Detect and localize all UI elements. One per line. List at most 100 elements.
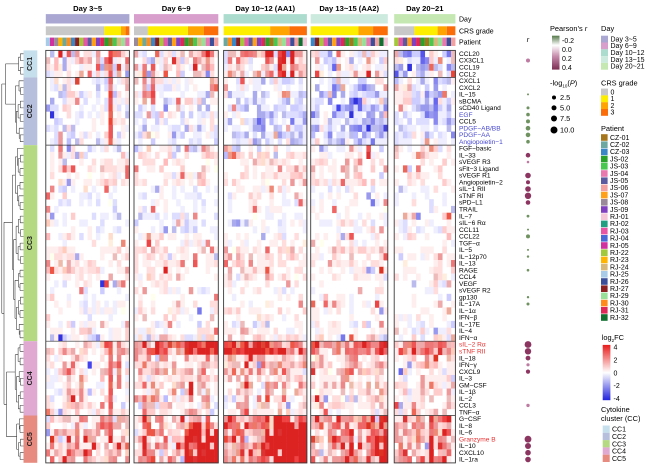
svg-text:sIL−2 Rα: sIL−2 Rα (459, 342, 486, 349)
svg-text:10.0: 10.0 (560, 126, 574, 135)
svg-text:CCL5: CCL5 (459, 119, 476, 126)
svg-text:TNF−α: TNF−α (459, 409, 480, 416)
svg-text:CCL4: CCL4 (459, 274, 476, 281)
svg-text:Pearson’s r: Pearson’s r (550, 24, 588, 33)
svg-text:TGF−α: TGF−α (459, 240, 480, 247)
svg-text:CC2: CC2 (27, 104, 34, 118)
svg-text:2: 2 (614, 357, 618, 364)
svg-text:sPD−L1: sPD−L1 (459, 200, 483, 207)
svg-text:CC5: CC5 (612, 456, 626, 463)
svg-text:IL−3: IL−3 (459, 376, 472, 383)
svg-text:sCD40 Ligand: sCD40 Ligand (459, 105, 501, 112)
svg-text:sTNF RII: sTNF RII (459, 349, 486, 356)
svg-text:RJ-22: RJ-22 (610, 250, 629, 257)
svg-text:RJ-05: RJ-05 (610, 243, 629, 250)
svg-text:IL−15: IL−15 (459, 92, 476, 99)
svg-text:CX3CL1: CX3CL1 (459, 58, 484, 65)
svg-text:RJ-23: RJ-23 (610, 257, 629, 264)
svg-text:CC5: CC5 (27, 432, 34, 446)
svg-text:FGF−basic: FGF−basic (459, 146, 492, 153)
svg-text:VEGF: VEGF (459, 281, 477, 288)
svg-text:Patient: Patient (459, 40, 481, 47)
svg-text:IL−12p70: IL−12p70 (459, 254, 487, 261)
svg-text:1: 1 (611, 96, 615, 103)
svg-text:IL−33: IL−33 (459, 152, 476, 159)
svg-text:IL−1α: IL−1α (459, 308, 476, 315)
svg-text:0: 0 (611, 89, 615, 96)
svg-text:sVEGF R3: sVEGF R3 (459, 159, 491, 166)
svg-text:RJ-30: RJ-30 (610, 300, 629, 307)
svg-text:Angiopoietin−1: Angiopoietin−1 (459, 139, 503, 146)
svg-text:RJ-25: RJ-25 (610, 272, 629, 279)
svg-text:CXCL2: CXCL2 (459, 85, 481, 92)
svg-text:RJ-27: RJ-27 (610, 286, 629, 293)
svg-text:Day 20~21: Day 20~21 (611, 64, 645, 71)
svg-text:sTNF RI: sTNF RI (459, 193, 484, 200)
svg-text:IFN−β: IFN−β (459, 315, 477, 322)
svg-text:-4: -4 (614, 396, 620, 403)
svg-text:-2: -2 (614, 383, 620, 390)
svg-text:JS-07: JS-07 (610, 192, 628, 199)
svg-text:JS-02: JS-02 (610, 156, 628, 163)
svg-text:Day: Day (459, 17, 472, 24)
svg-text:Granzyme B: Granzyme B (459, 436, 496, 443)
svg-text:IL−17A: IL−17A (459, 301, 481, 308)
svg-text:CCL11: CCL11 (459, 227, 479, 234)
svg-text:Day 13~15 (AA2): Day 13~15 (AA2) (319, 4, 379, 13)
svg-text:RJ-24: RJ-24 (610, 264, 629, 271)
svg-text:RJ-29: RJ-29 (610, 293, 629, 300)
svg-text:RJ-01: RJ-01 (610, 214, 629, 221)
svg-text:cluster (CC): cluster (CC) (601, 414, 640, 423)
svg-text:CCL20: CCL20 (459, 51, 480, 58)
svg-text:RJ-31: RJ-31 (610, 308, 629, 315)
svg-text:CCL3: CCL3 (459, 403, 476, 410)
svg-text:RJ-03: RJ-03 (610, 228, 629, 235)
svg-text:2: 2 (611, 103, 615, 110)
svg-text:2.5: 2.5 (560, 93, 570, 102)
svg-text:CC3: CC3 (612, 441, 626, 448)
svg-text:sVEGF R2: sVEGF R2 (459, 288, 491, 295)
svg-text:Day 3~5: Day 3~5 (73, 4, 103, 13)
svg-text:PDGF−AA: PDGF−AA (459, 132, 491, 139)
svg-text:Day 6~9: Day 6~9 (611, 43, 637, 50)
svg-text:Angiopoietin−2: Angiopoietin−2 (459, 180, 503, 187)
svg-text:GM−CSF: GM−CSF (459, 382, 487, 389)
svg-text:sIL−1 RII: sIL−1 RII (459, 186, 486, 193)
svg-text:Patient: Patient (601, 124, 624, 133)
svg-text:log2FC: log2FC (602, 333, 625, 343)
svg-text:CC2: CC2 (612, 434, 626, 441)
svg-text:sVEGF R1: sVEGF R1 (459, 173, 491, 180)
svg-text:-log10(P): -log10(P) (550, 79, 577, 89)
svg-text:Day 13~15: Day 13~15 (611, 57, 645, 64)
svg-text:CXCL10: CXCL10 (459, 450, 484, 457)
svg-text:RJ-32: RJ-32 (610, 315, 629, 322)
svg-text:0.4: 0.4 (562, 65, 572, 72)
svg-text:sFlt−3 Ligand: sFlt−3 Ligand (459, 166, 499, 173)
svg-text:PDGF−AB/BB: PDGF−AB/BB (459, 125, 501, 132)
svg-text:IL−6: IL−6 (459, 430, 472, 437)
svg-text:4: 4 (614, 345, 618, 352)
svg-text:r: r (527, 35, 530, 44)
svg-text:sBCMA: sBCMA (459, 98, 482, 105)
svg-text:IL−5: IL−5 (459, 247, 472, 254)
svg-text:0.0: 0.0 (562, 47, 572, 54)
svg-text:CC4: CC4 (27, 371, 34, 385)
svg-text:EGF: EGF (459, 112, 473, 119)
svg-text:IL−10: IL−10 (459, 443, 476, 450)
svg-text:IL−7: IL−7 (459, 213, 472, 220)
svg-text:Day 10~12: Day 10~12 (611, 50, 645, 57)
svg-text:CZ-03: CZ-03 (610, 149, 630, 156)
svg-text:RJ-02: RJ-02 (610, 221, 629, 228)
svg-text:IL−13: IL−13 (459, 261, 476, 268)
svg-text:JS-04: JS-04 (610, 171, 628, 178)
svg-text:IL−18: IL−18 (459, 355, 476, 362)
svg-text:JS-09: JS-09 (610, 207, 628, 214)
svg-text:3: 3 (611, 110, 615, 117)
svg-text:Cytokine: Cytokine (601, 405, 630, 414)
svg-text:Day 6~9: Day 6~9 (162, 4, 191, 13)
svg-text:IL−8: IL−8 (459, 423, 472, 430)
svg-text:CC3: CC3 (27, 236, 34, 250)
svg-text:Day 3~5: Day 3~5 (611, 36, 637, 43)
svg-text:0: 0 (614, 370, 618, 377)
svg-text:IL−1β: IL−1β (459, 389, 476, 396)
